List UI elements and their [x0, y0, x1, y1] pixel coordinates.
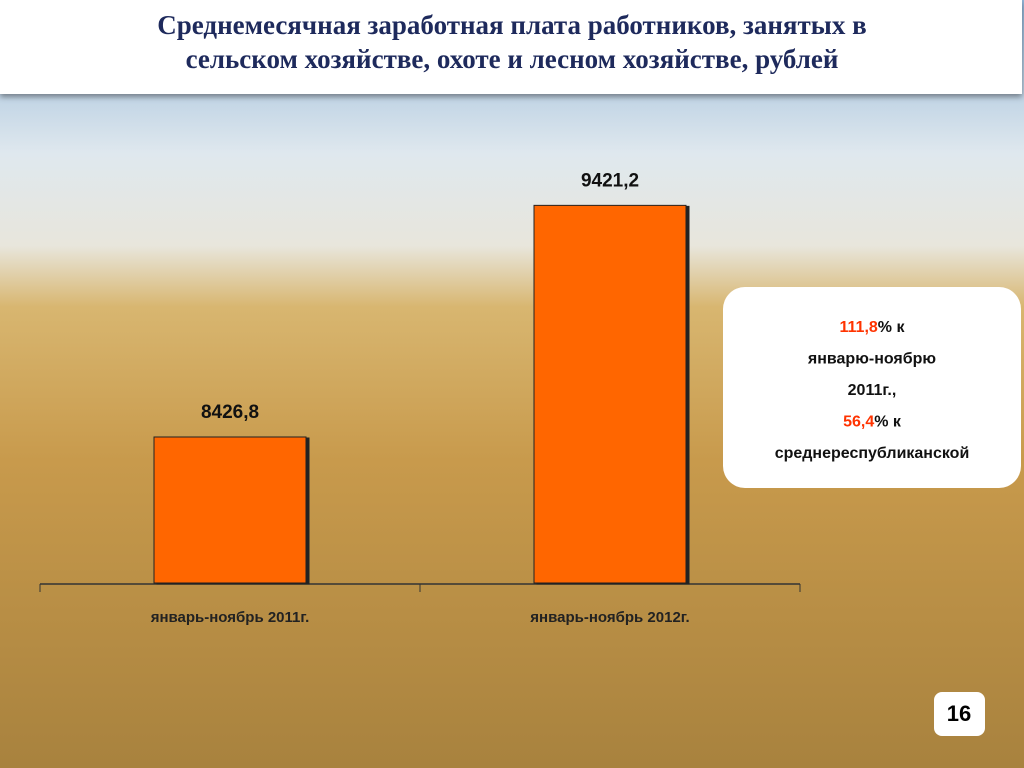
note-line: 111,8% к — [840, 319, 906, 336]
note-text: 2011г., — [848, 382, 897, 399]
note-text: 56,4 — [843, 414, 874, 431]
note-text: % к — [878, 319, 906, 336]
page-number-box — [934, 692, 985, 736]
plot: январь-ноябрь 2011г. 8426,8 январь-ноябрь … — [39, 170, 801, 626]
value-label: 8426,8 — [201, 402, 259, 423]
title-line: Среднемесячная заработная плата работник… — [157, 10, 866, 40]
title-box — [0, 0, 1022, 94]
note-line: 2011г., — [848, 382, 897, 399]
note-line: 56,4% к — [843, 414, 902, 431]
note-text: 111,8 — [840, 319, 878, 336]
bar — [533, 204, 687, 584]
note-box — [723, 287, 1021, 488]
x-tick-label: январь-ноябрь 2011г. — [151, 609, 310, 626]
note-line: январю-ноябрю — [807, 351, 937, 368]
page-number: 16 — [947, 701, 971, 726]
bar — [153, 436, 307, 584]
note-text: % к — [874, 414, 902, 431]
x-tick-label: январь-ноябрь 2012г. — [530, 609, 689, 626]
note-line: среднереспубликанской — [775, 445, 970, 462]
note-text: январю-ноябрю — [807, 351, 937, 368]
title-line: сельском хозяйстве, охоте и лесном хозяй… — [186, 44, 839, 74]
note-text: среднереспубликанской — [775, 445, 970, 462]
value-label: 9421,2 — [581, 170, 639, 191]
